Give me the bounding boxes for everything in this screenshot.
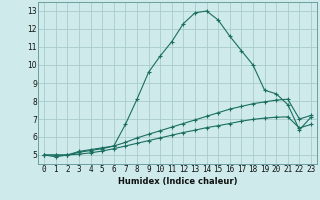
X-axis label: Humidex (Indice chaleur): Humidex (Indice chaleur) bbox=[118, 177, 237, 186]
